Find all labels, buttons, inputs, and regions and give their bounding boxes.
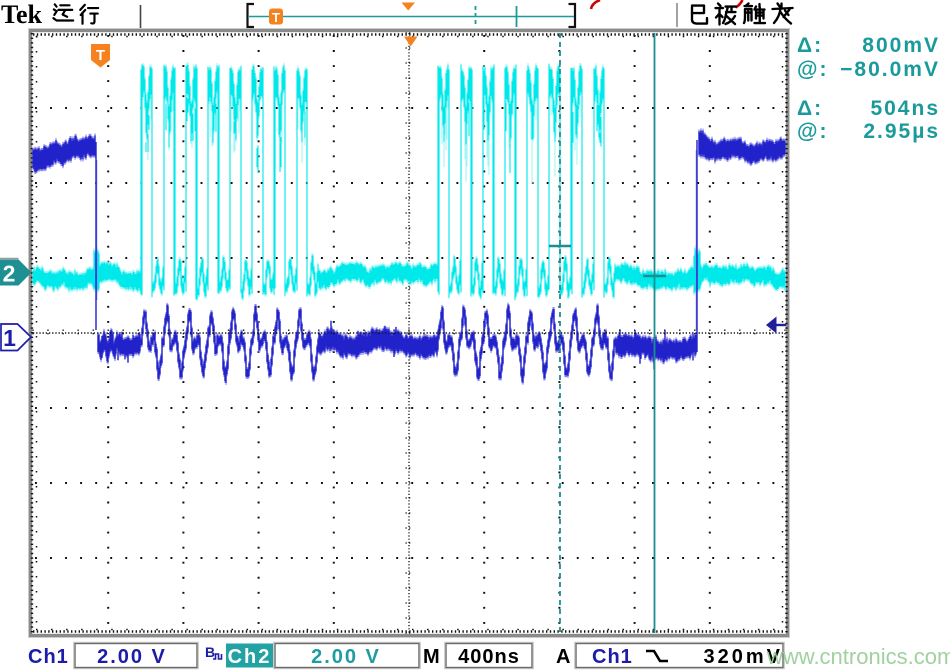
svg-text:2.00 V: 2.00 V [311, 646, 381, 668]
svg-text:2.00 V: 2.00 V [97, 646, 167, 668]
svg-text:T: T [96, 47, 105, 64]
svg-text:2.95µs: 2.95µs [863, 120, 940, 143]
svg-text:800mV: 800mV [862, 34, 940, 57]
svg-text:B: B [205, 644, 215, 660]
svg-text:1: 1 [3, 325, 16, 351]
svg-text:Tek: Tek [1, 0, 42, 29]
svg-text:www.cntronics.com: www.cntronics.com [766, 644, 950, 669]
svg-text:@:: @: [797, 120, 828, 143]
svg-text:400ns: 400ns [458, 646, 520, 668]
svg-text:A: A [556, 646, 570, 668]
svg-text:Ch1: Ch1 [28, 646, 69, 668]
svg-text:Δ:: Δ: [797, 34, 823, 57]
svg-text:T: T [272, 10, 280, 25]
svg-text:320mV: 320mV [704, 646, 784, 668]
svg-text:−80.0mV: −80.0mV [840, 58, 940, 81]
svg-text:Δ:: Δ: [797, 97, 823, 120]
svg-text:M: M [423, 646, 440, 668]
svg-text:504ns: 504ns [870, 97, 940, 120]
svg-text:Ch2: Ch2 [228, 646, 272, 668]
svg-text:2: 2 [3, 261, 16, 287]
svg-text:Ch1: Ch1 [592, 646, 633, 668]
svg-text:@:: @: [797, 58, 828, 81]
